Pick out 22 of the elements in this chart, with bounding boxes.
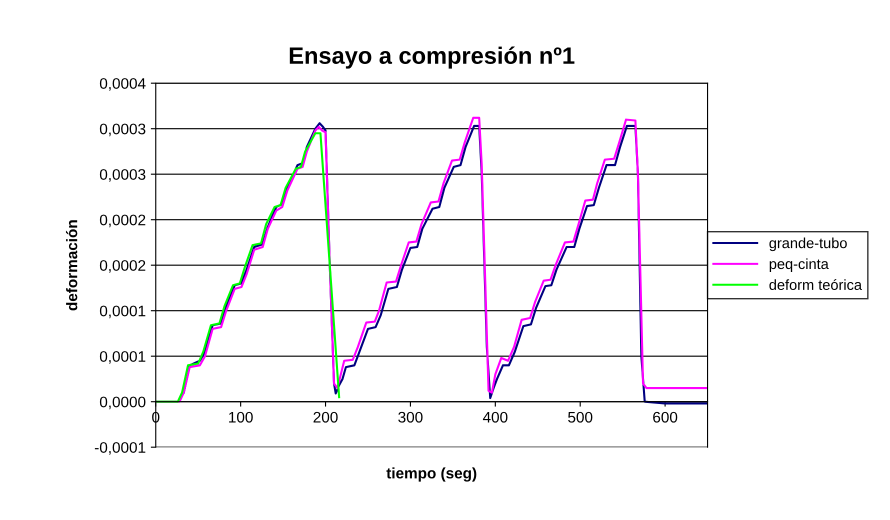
y-tick-label: 0,0002 bbox=[100, 260, 146, 273]
x-tick-label: 600 bbox=[653, 412, 678, 423]
legend-label: peq-cinta bbox=[770, 258, 829, 272]
y-tick-label: -0,0001 bbox=[94, 442, 146, 455]
y-tick-label: 0,0001 bbox=[100, 306, 146, 318]
x-tick-label: 100 bbox=[229, 412, 253, 423]
x-tick-label: 400 bbox=[482, 412, 508, 423]
y-tick-label: 0,0002 bbox=[100, 214, 146, 228]
y-tick-label: 0,0000 bbox=[100, 396, 146, 410]
line-series bbox=[156, 132, 340, 403]
x-tick-label: 300 bbox=[398, 412, 423, 423]
y-axis-title: deformación bbox=[66, 220, 78, 310]
x-tick-label: 500 bbox=[568, 412, 592, 423]
legend-label: grande-tubo bbox=[769, 238, 847, 252]
y-tick-label: 0,0003 bbox=[100, 124, 146, 136]
chart-title: Ensayo a compresión nº1 bbox=[290, 46, 574, 69]
legend-label: deform teórica bbox=[769, 279, 862, 290]
y-tick-label: 0,0003 bbox=[100, 169, 146, 182]
x-axis-title: tiempo (seg) bbox=[386, 467, 476, 482]
y-tick-label: 0,0001 bbox=[100, 351, 146, 364]
x-tick-label: 200 bbox=[314, 412, 338, 423]
y-tick-label: 0,0004 bbox=[100, 78, 146, 91]
